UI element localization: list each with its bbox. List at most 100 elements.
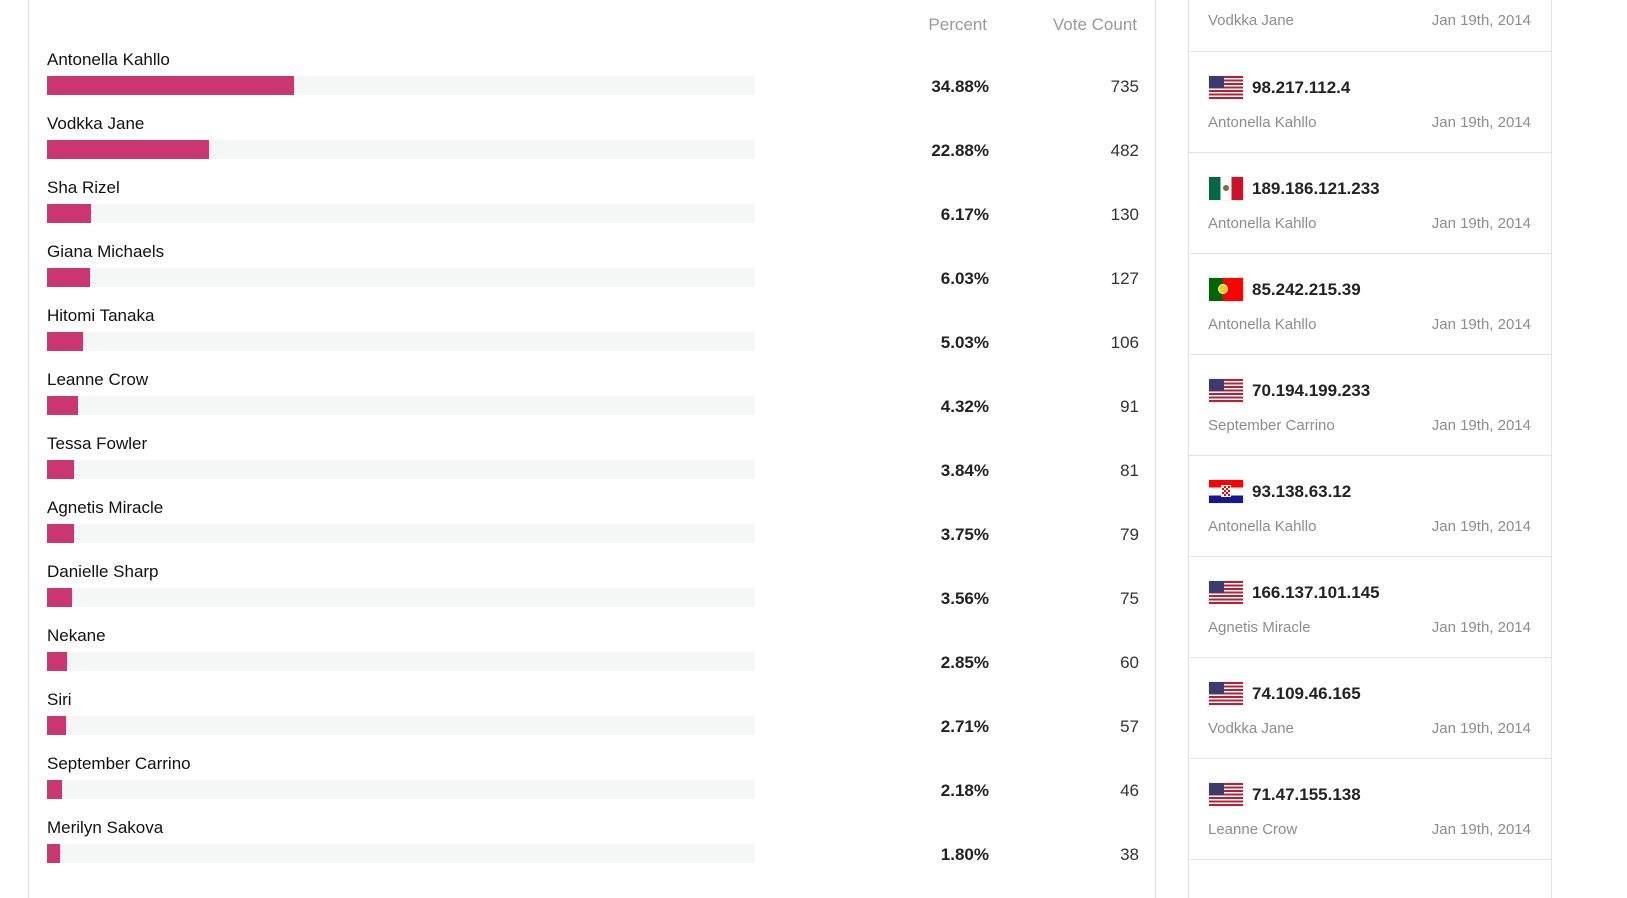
- feed-item: 98.217.112.4 Antonella Kahllo Jan 19th, …: [1189, 52, 1551, 153]
- feed-vote-date: Jan 19th, 2014: [1431, 720, 1531, 737]
- feed-ip-address: 74.109.46.165: [1252, 684, 1361, 703]
- vote-bar-track: [47, 524, 755, 543]
- vote-bar-track: [47, 460, 755, 479]
- vote-percent: 2.85%: [940, 653, 989, 672]
- candidate-name: Sha Rizel: [47, 178, 120, 197]
- pt-flag-icon: [1209, 278, 1243, 301]
- feed-item: 71.47.155.138 Leanne Crow Jan 19th, 2014: [1189, 759, 1551, 860]
- feed-item: 189.186.121.233 Antonella Kahllo Jan 19t…: [1189, 153, 1551, 254]
- candidate-name: Merilyn Sakova: [47, 818, 164, 837]
- vote-bar-track: [47, 780, 755, 799]
- vote-count: 38: [1120, 845, 1139, 864]
- feed-vote-date: Jan 19th, 2014: [1431, 316, 1531, 333]
- result-row: Tessa Fowler 3.84% 81: [29, 434, 1157, 498]
- feed-voter-name: Antonella Kahllo: [1208, 114, 1317, 131]
- us-flag-icon: [1209, 581, 1243, 604]
- candidate-name: Leanne Crow: [47, 370, 149, 389]
- result-row: Siri 2.71% 57: [29, 690, 1157, 754]
- result-row: Sha Rizel 6.17% 130: [29, 178, 1157, 242]
- candidate-name: Hitomi Tanaka: [47, 306, 155, 325]
- vote-percent: 2.18%: [940, 781, 989, 800]
- result-row: Antonella Kahllo 34.88% 735: [29, 50, 1157, 114]
- vote-count: 735: [1110, 77, 1139, 96]
- result-row: Hitomi Tanaka 5.03% 106: [29, 306, 1157, 370]
- us-flag-icon: [1209, 682, 1243, 705]
- vote-bar-fill: [47, 332, 83, 351]
- us-flag-icon: [1209, 783, 1243, 806]
- result-row: Merilyn Sakova 1.80% 38: [29, 818, 1157, 882]
- us-flag-icon: [1209, 76, 1243, 99]
- feed-ip-address: 93.138.63.12: [1252, 482, 1352, 501]
- feed-voter-name: Antonella Kahllo: [1208, 518, 1317, 535]
- vote-count: 127: [1110, 269, 1139, 288]
- vote-percent: 3.75%: [940, 525, 989, 544]
- feed-voter-name: Leanne Crow: [1208, 821, 1298, 838]
- vote-count: 57: [1120, 717, 1139, 736]
- vote-bar-track: [47, 332, 755, 351]
- vote-percent: 4.32%: [940, 397, 989, 416]
- result-row: Nekane 2.85% 60: [29, 626, 1157, 690]
- result-row: Giana Michaels 6.03% 127: [29, 242, 1157, 306]
- feed-voter-name: Antonella Kahllo: [1208, 215, 1317, 232]
- vote-bar-fill: [47, 140, 209, 159]
- candidate-name: Vodkka Jane: [47, 114, 145, 133]
- vote-percent: 2.71%: [940, 717, 989, 736]
- feed-ip-address: 70.194.199.233: [1252, 381, 1371, 400]
- vote-percent: 3.84%: [940, 461, 989, 480]
- feed-vote-date: Jan 19th, 2014: [1431, 619, 1531, 636]
- feed-vote-date: Jan 19th, 2014: [1431, 12, 1531, 29]
- vote-bar-track: [47, 588, 755, 607]
- vote-percent: 22.88%: [931, 141, 989, 160]
- hr-flag-icon: [1209, 480, 1243, 503]
- vote-bar-fill: [47, 268, 90, 287]
- vote-bar-track: [47, 76, 755, 95]
- feed-voter-name: Agnetis Miracle: [1208, 619, 1311, 636]
- vote-count: 130: [1110, 205, 1139, 224]
- recent-votes-feed: Vodkka Jane Jan 19th, 2014 98.217.112.4 …: [1188, 0, 1552, 898]
- result-row: Vodkka Jane 22.88% 482: [29, 114, 1157, 178]
- candidate-name: Antonella Kahllo: [47, 50, 170, 69]
- feed-voter-name: Vodkka Jane: [1208, 720, 1294, 737]
- feed-item: 74.109.46.165 Vodkka Jane Jan 19th, 2014: [1189, 658, 1551, 759]
- vote-bar-fill: [47, 524, 74, 543]
- feed-ip-address: 71.47.155.138: [1252, 785, 1361, 804]
- vote-count: 60: [1120, 653, 1139, 672]
- feed-voter-name: Antonella Kahllo: [1208, 316, 1317, 333]
- mx-flag-icon: [1209, 177, 1243, 200]
- feed-voter-name: September Carrino: [1208, 417, 1335, 434]
- vote-bar-track: [47, 140, 755, 159]
- vote-bar-fill: [47, 76, 294, 95]
- vote-bar-track: [47, 844, 755, 863]
- vote-bar-fill: [47, 652, 68, 671]
- vote-percent: 34.88%: [931, 77, 989, 96]
- result-row: September Carrino 2.18% 46: [29, 754, 1157, 818]
- vote-percent: 6.17%: [940, 205, 989, 224]
- candidate-name: Danielle Sharp: [47, 562, 159, 581]
- candidate-name: Tessa Fowler: [47, 434, 148, 453]
- feed-ip-address: 98.217.112.4: [1252, 78, 1351, 97]
- us-flag-icon: [1209, 379, 1243, 402]
- vote-bar-fill: [47, 844, 60, 863]
- percent-column-header: Percent: [928, 15, 987, 34]
- vote-bar-track: [47, 652, 755, 671]
- feed-item: 166.137.101.145 Agnetis Miracle Jan 19th…: [1189, 557, 1551, 658]
- vote-count: 482: [1110, 141, 1139, 160]
- vote-bar-fill: [47, 588, 73, 607]
- candidate-name: Agnetis Miracle: [47, 498, 164, 517]
- vote-bar-fill: [47, 716, 67, 735]
- vote-percent: 6.03%: [940, 269, 989, 288]
- poll-results-panel: Percent Vote Count Antonella Kahllo 34.8…: [28, 0, 1156, 898]
- feed-ip-address: 189.186.121.233: [1252, 179, 1380, 198]
- feed-item: Vodkka Jane Jan 19th, 2014: [1189, 0, 1551, 52]
- feed-vote-date: Jan 19th, 2014: [1431, 821, 1531, 838]
- vote-count: 81: [1120, 461, 1139, 480]
- result-row: Leanne Crow 4.32% 91: [29, 370, 1157, 434]
- vote-bar-track: [47, 204, 755, 223]
- vote-bar-track: [47, 268, 755, 287]
- candidate-name: Giana Michaels: [47, 242, 165, 261]
- vote-count: 91: [1120, 397, 1139, 416]
- feed-vote-date: Jan 19th, 2014: [1431, 215, 1531, 232]
- vote-bar-fill: [47, 460, 75, 479]
- feed-ip-address: 166.137.101.145: [1252, 583, 1380, 602]
- vote-percent: 1.80%: [940, 845, 989, 864]
